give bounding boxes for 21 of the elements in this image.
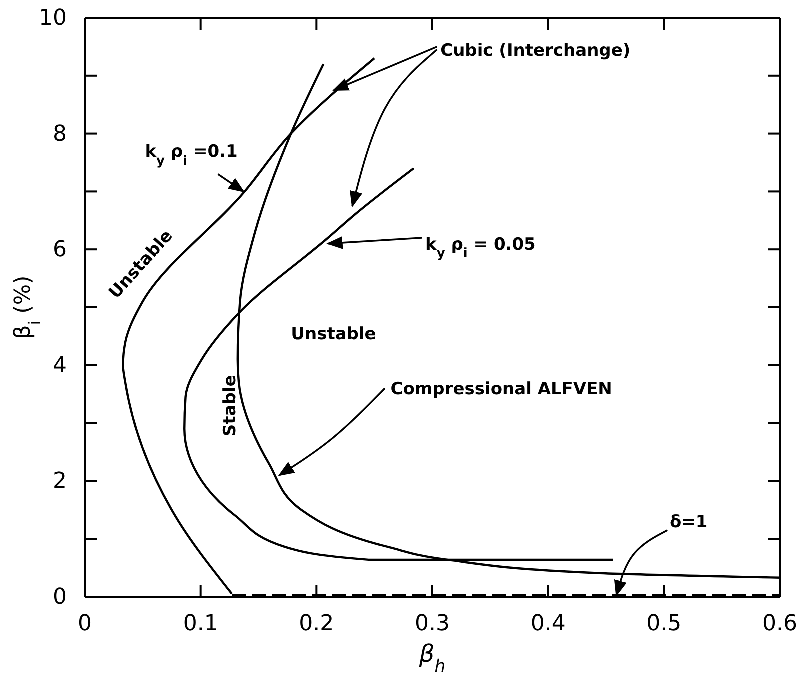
- annotation: k$_{y}$ ρ$_{i}$ =0.1: [145, 142, 238, 169]
- annotation: Cubic (Interchange): [440, 40, 631, 61]
- x-tick-label: 0.5: [646, 612, 682, 637]
- y-tick-label: 0: [53, 585, 67, 610]
- x-tick-label: 0: [78, 612, 92, 637]
- x-tick-label: 0.4: [530, 612, 566, 637]
- annotation: Compressional ALFVEN: [390, 380, 612, 400]
- x-axis-title: β$_{h}$: [418, 640, 446, 677]
- annotation: δ=1: [670, 512, 708, 533]
- y-tick-label: 2: [53, 469, 67, 494]
- x-tick-label: 0.2: [299, 612, 334, 637]
- y-tick-label: 6: [53, 238, 67, 263]
- x-tick-label: 0.3: [415, 612, 450, 637]
- annotation: k$_{y}$ ρ$_{i}$ = 0.05: [426, 234, 536, 262]
- y-tick-label: 10: [39, 6, 67, 32]
- x-tick-label: 0.1: [183, 612, 218, 637]
- annotation: Stable: [220, 375, 241, 437]
- annotation: Unstable: [291, 324, 376, 345]
- x-tick-label: 0.6: [762, 612, 798, 637]
- y-tick-label: 8: [53, 122, 67, 147]
- y-tick-label: 4: [53, 353, 67, 378]
